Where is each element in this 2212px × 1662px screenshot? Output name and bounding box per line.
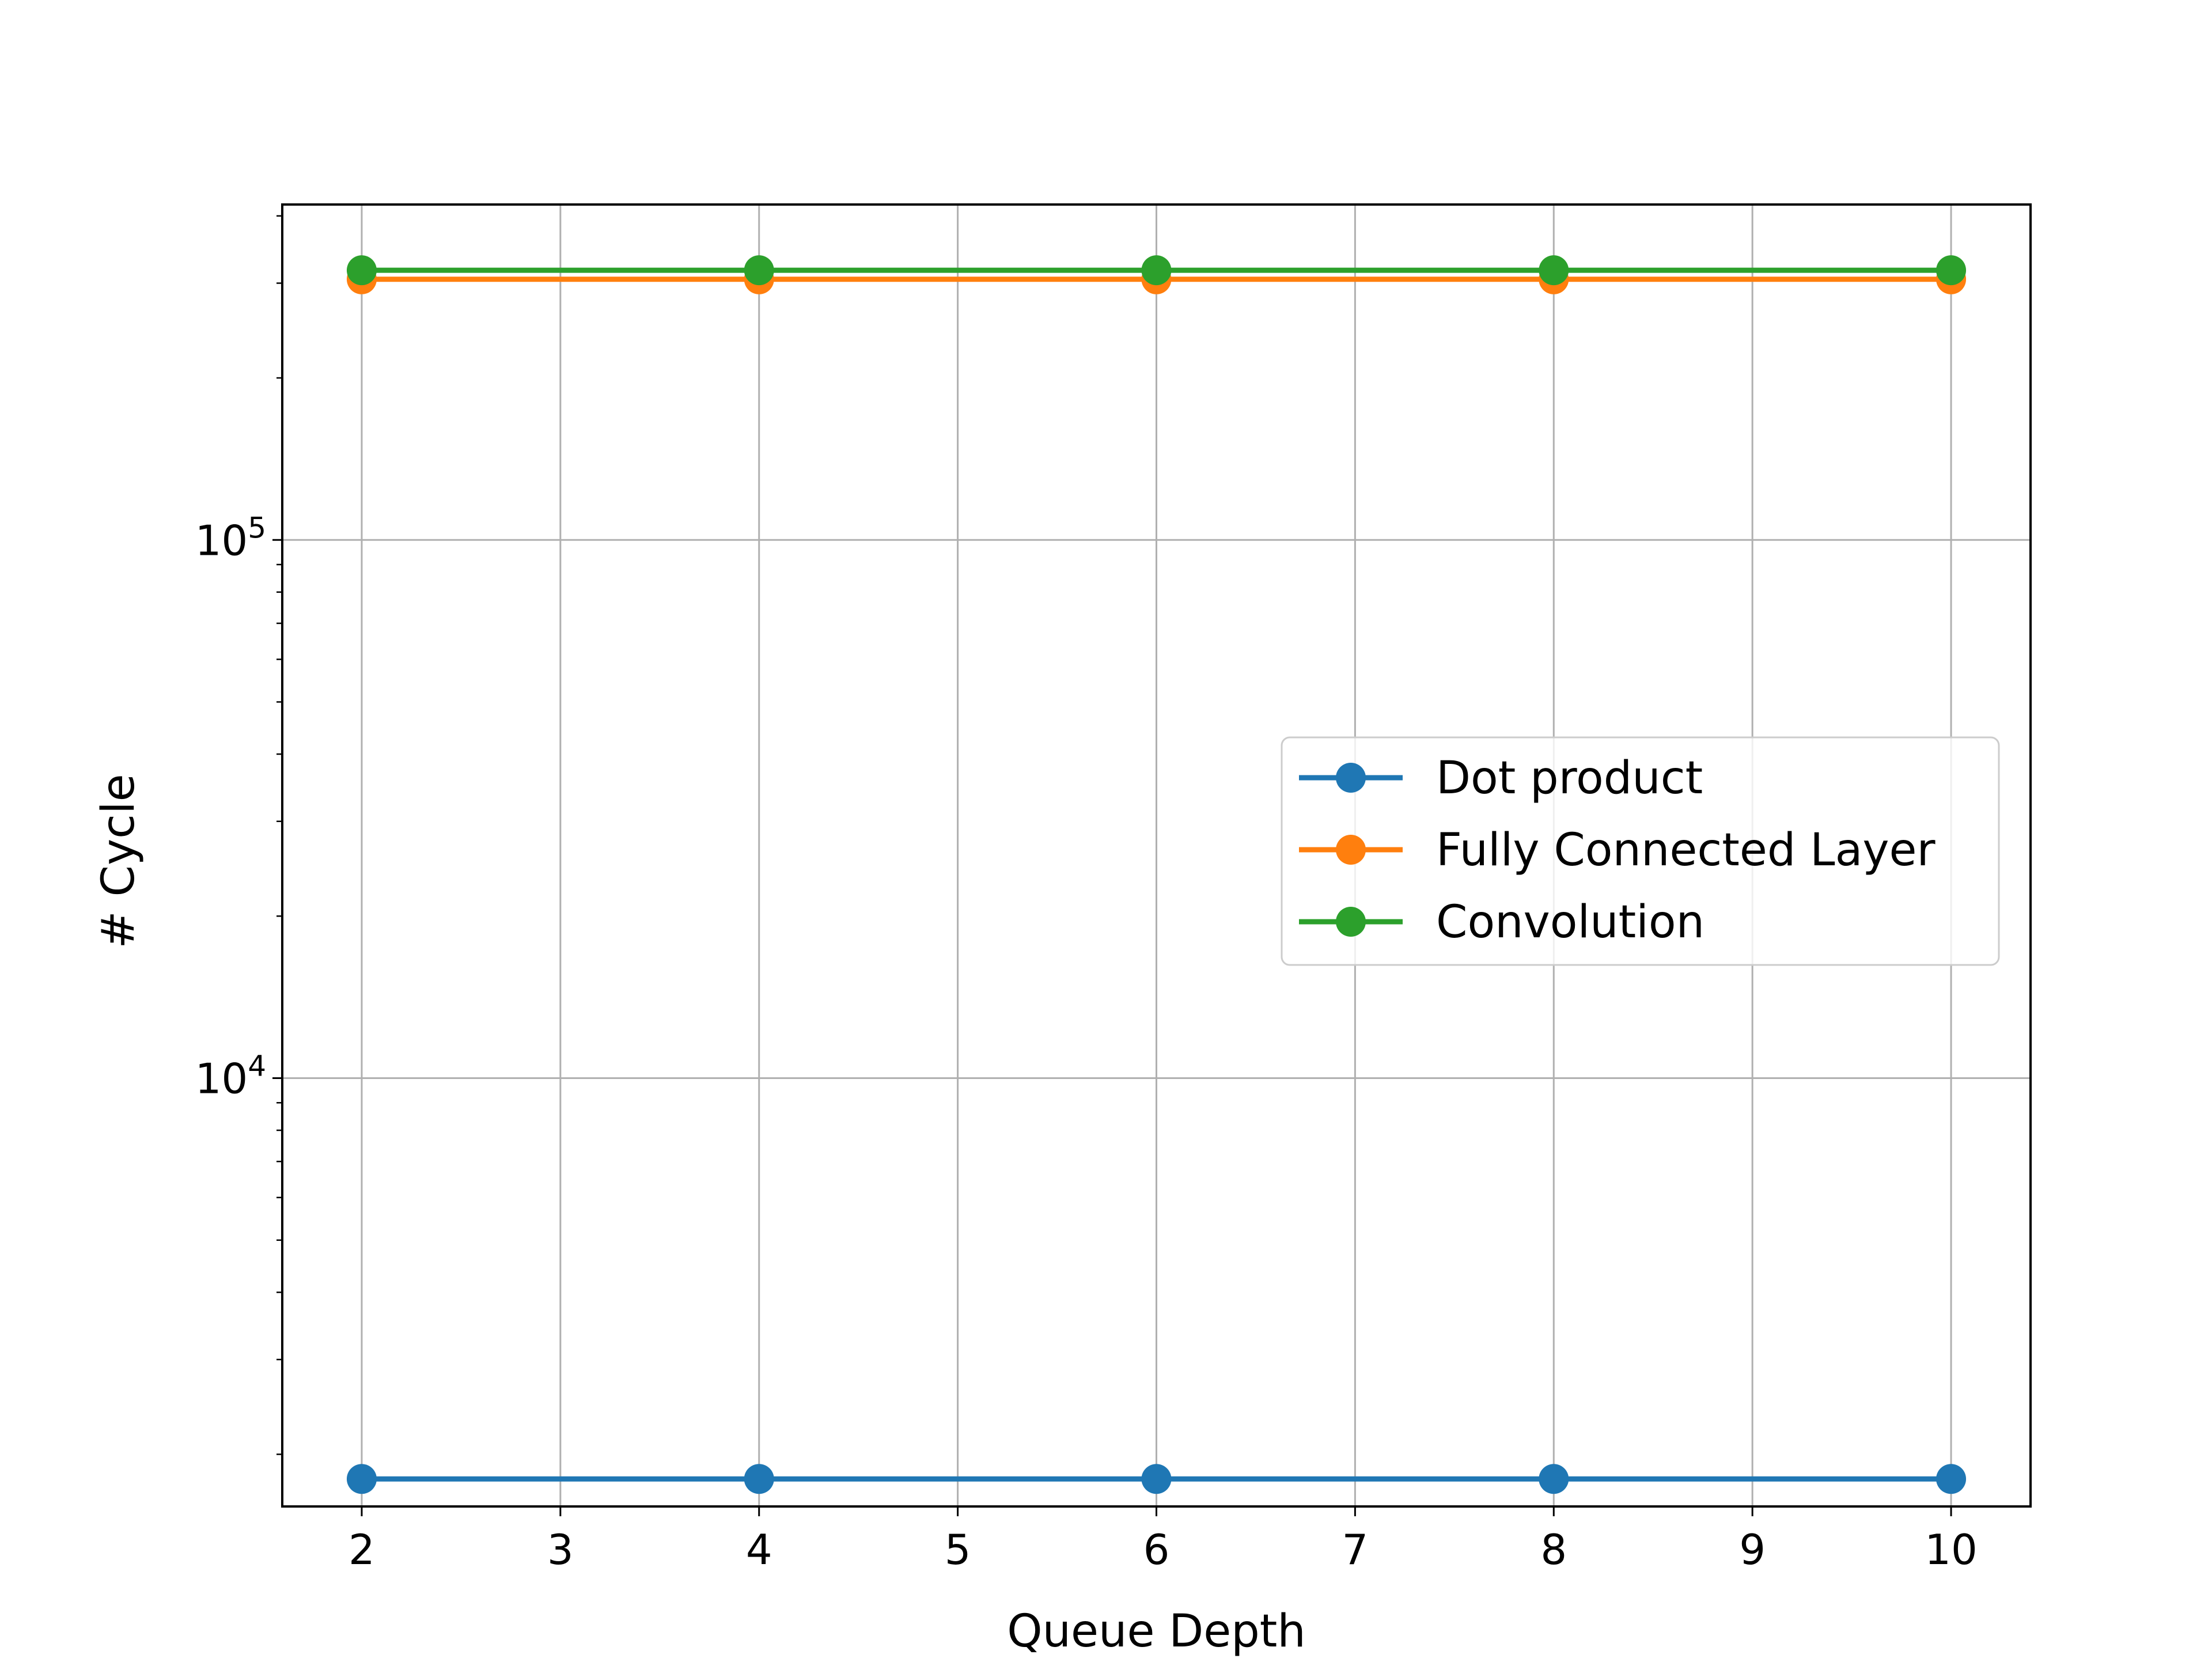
data-point <box>1141 255 1172 286</box>
legend-box <box>1281 736 2000 966</box>
data-point <box>744 255 774 286</box>
legend-marker <box>1336 835 1366 865</box>
y-tick-label: 104 <box>195 1049 266 1103</box>
data-point <box>744 1464 774 1494</box>
x-tick-label: 9 <box>1739 1525 1766 1574</box>
x-tick-label: 2 <box>349 1525 375 1574</box>
x-tick-label: 3 <box>547 1525 574 1574</box>
x-tick-label: 4 <box>746 1525 772 1574</box>
legend-marker <box>1336 907 1366 937</box>
data-point <box>346 1464 377 1494</box>
series-layer <box>346 255 1967 1494</box>
legend-label: Dot product <box>1436 752 1703 804</box>
data-point <box>346 255 377 286</box>
x-tick-label: 8 <box>1540 1525 1567 1574</box>
data-point <box>1141 1464 1172 1494</box>
x-axis-label: Queue Depth <box>1007 1606 1306 1657</box>
legend-marker <box>1336 763 1366 793</box>
data-point <box>1539 255 1569 286</box>
tick-layer: 2 3 4 5 6 7 8 9 10 104 105 <box>195 215 1978 1574</box>
x-tick-label: 6 <box>1143 1525 1170 1574</box>
x-tick-label: 7 <box>1342 1525 1368 1574</box>
legend: Dot product Fully Connected Layer Convolut… <box>1281 736 2000 966</box>
legend-label: Convolution <box>1436 896 1705 948</box>
data-point <box>1936 255 1967 286</box>
y-tick-label: 105 <box>195 511 266 565</box>
y-axis-label: # Cycle <box>93 774 145 948</box>
x-tick-label: 10 <box>1925 1525 1978 1574</box>
legend-label: Fully Connected Layer <box>1436 824 1936 876</box>
data-point <box>1539 1464 1569 1494</box>
data-point <box>1936 1464 1967 1494</box>
x-tick-label: 5 <box>945 1525 971 1574</box>
